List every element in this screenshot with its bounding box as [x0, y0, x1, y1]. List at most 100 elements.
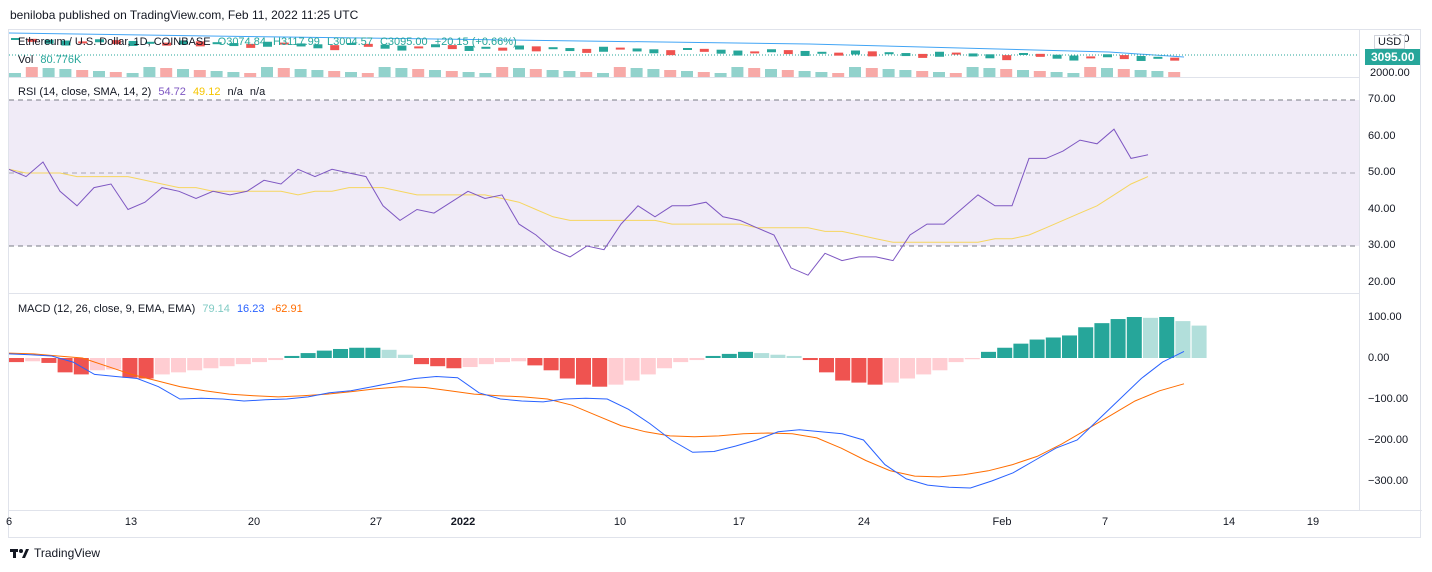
price-candle: [1103, 54, 1112, 58]
macd-histogram-bar: [802, 358, 818, 361]
volume-bar: [1101, 68, 1113, 77]
macd-histogram-bar: [835, 358, 851, 381]
volume-bar: [613, 67, 626, 77]
macd-histogram-bar: [41, 358, 57, 363]
volume-bar: [277, 68, 290, 77]
pane-separator[interactable]: [9, 293, 1359, 294]
rsi-sma-line: [9, 168, 1149, 243]
price-candle: [279, 42, 289, 45]
rsi-name[interactable]: RSI (14, close, SMA, 14, 2): [18, 86, 152, 98]
macd-histogram-bar: [462, 358, 478, 368]
rsi-pane[interactable]: [9, 78, 1359, 293]
volume-bar: [1050, 72, 1063, 77]
price-candle: [548, 47, 558, 50]
time-axis-tick: 7: [1101, 516, 1109, 528]
time-axis-tick: 6: [5, 516, 13, 528]
signal-line: [9, 352, 1185, 478]
macd-histogram-bar: [721, 353, 737, 358]
macd-histogram-bar: [592, 358, 608, 387]
macd-histogram-bar: [219, 358, 235, 367]
macd-histogram-bar: [705, 355, 721, 358]
price-candle: [985, 54, 995, 59]
volume-bar: [1117, 69, 1130, 77]
price-candle: [1069, 55, 1079, 61]
chart-frame[interactable]: Ethereum / U.S. Dollar, 1D, COINBASE O30…: [5, 29, 1422, 538]
macd-pane[interactable]: [9, 294, 1359, 510]
price-candle: [95, 39, 104, 43]
macd-histogram-bar: [1159, 317, 1175, 358]
price-candle: [1136, 55, 1146, 61]
macd-name[interactable]: MACD (12, 26, close, 9, EMA, EMA): [18, 303, 196, 315]
volume-bar: [882, 69, 895, 77]
price-pane[interactable]: [9, 30, 1359, 78]
currency-box[interactable]: USD: [1374, 35, 1406, 49]
macd-histogram-bar: [25, 358, 41, 362]
footer[interactable]: TradingView: [10, 546, 100, 560]
macd-histogram-bar: [349, 347, 365, 358]
macd-histogram-bar: [122, 358, 138, 378]
price-candle: [162, 42, 172, 46]
price-candle: [615, 47, 625, 50]
macd-axis-tick: −100.00: [1368, 393, 1409, 405]
price-candle: [481, 46, 491, 49]
macd-histogram-bar: [478, 358, 494, 365]
change-value: +20.15 (+0.66%): [434, 36, 517, 48]
volume-bar: [193, 70, 206, 77]
volume-bar: [849, 67, 861, 77]
macd-histogram-bar: [624, 358, 640, 381]
macd-value: 16.23: [236, 303, 265, 315]
vol-value: 80.776K: [40, 54, 82, 66]
volume-bar: [1067, 73, 1080, 77]
price-candle: [1035, 53, 1045, 57]
volume-bar: [479, 73, 492, 77]
macd-histogram-bar: [9, 358, 24, 363]
volume-bar: [899, 70, 912, 77]
macd-histogram-bar: [1110, 319, 1126, 358]
price-candle: [229, 43, 239, 47]
signal-value: -62.91: [271, 303, 303, 315]
macd-histogram-bar: [316, 350, 332, 358]
macd-histogram-bar: [1175, 321, 1191, 358]
price-candle: [531, 46, 541, 52]
close-value: C3095.00: [379, 36, 428, 48]
price-candle: [414, 46, 424, 49]
volume-bar: [244, 73, 257, 77]
volume-bar: [933, 72, 945, 77]
volume-bar: [681, 71, 693, 77]
volume-bar: [1033, 71, 1046, 77]
price-candle: [884, 52, 894, 55]
volume-bar: [395, 68, 408, 77]
time-axis-tick: 14: [1222, 516, 1236, 528]
price-candle: [111, 40, 121, 45]
macd-axis-tick: −300.00: [1368, 475, 1409, 487]
volume-bar: [126, 73, 139, 77]
price-candle: [515, 45, 524, 50]
macd-histogram-bar: [446, 358, 462, 369]
rsi-axis-tick: 60.00: [1368, 129, 1396, 142]
price-candle: [918, 53, 928, 58]
volume-bar: [781, 70, 794, 77]
macd-histogram-bar: [90, 358, 105, 371]
price-candle: [263, 41, 272, 47]
macd-histogram-bar: [268, 358, 284, 361]
price-candle: [27, 38, 37, 42]
volume-bar: [546, 70, 559, 77]
pane-separator[interactable]: [9, 77, 1359, 78]
volume-bar: [966, 67, 979, 77]
volume-bar: [429, 70, 441, 77]
macd-histogram-bar: [900, 358, 915, 379]
macd-line: [9, 350, 1185, 489]
macd-legend: MACD (12, 26, close, 9, EMA, EMA) 79.14 …: [18, 303, 307, 315]
symbol-name[interactable]: Ethereum / U.S. Dollar, 1D, COINBASE: [18, 36, 211, 48]
macd-histogram-bar: [754, 353, 770, 358]
volume-bar: [529, 69, 542, 77]
price-candle: [649, 49, 659, 54]
price-candle: [817, 51, 827, 54]
price-candle: [750, 51, 760, 54]
volume-bar: [1084, 67, 1097, 77]
price-candle: [935, 51, 944, 57]
price-candle: [582, 48, 592, 53]
macd-histogram-bar: [786, 355, 802, 358]
price-candle: [145, 41, 155, 44]
macd-histogram-bar: [252, 358, 267, 363]
